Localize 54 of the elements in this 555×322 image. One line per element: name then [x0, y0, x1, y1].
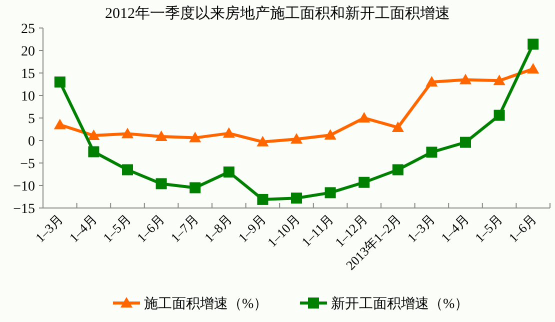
- x-tick-label: 1–4月: [438, 212, 472, 246]
- chart-title: 2012年一季度以来房地产施工面积和新开工面积增速: [105, 5, 450, 22]
- point: [54, 76, 66, 88]
- point: [358, 176, 370, 188]
- point: [291, 192, 302, 204]
- point: [122, 164, 133, 176]
- y-tick-label: 0: [28, 134, 35, 150]
- point: [257, 194, 268, 205]
- point: [88, 146, 100, 158]
- y-tick-label: 5: [28, 112, 35, 127]
- point: [189, 132, 202, 142]
- point: [324, 187, 336, 198]
- point: [392, 121, 404, 132]
- y-tick-label: 20: [21, 44, 35, 60]
- point: [223, 166, 234, 178]
- x-tick-label: 1–3月: [404, 212, 438, 246]
- point: [528, 38, 539, 50]
- point: [460, 136, 471, 148]
- y-tick-label: 15: [21, 67, 35, 82]
- point: [460, 74, 472, 84]
- point: [290, 133, 302, 144]
- point: [358, 112, 370, 122]
- point: [190, 182, 201, 194]
- point: [392, 164, 404, 176]
- point: [527, 62, 540, 74]
- y-tick-label: −15: [13, 202, 35, 217]
- y-tick-label: −5: [20, 157, 35, 172]
- x-tick-label: 1–4月: [66, 212, 100, 246]
- x-tick-label: 1–7月: [168, 212, 202, 246]
- y-tick-label: 25: [21, 22, 35, 37]
- point: [122, 128, 134, 138]
- x-tick-label: 1–5月: [472, 212, 506, 246]
- point: [494, 110, 505, 121]
- x-tick-label: 1–5月: [100, 212, 134, 246]
- x-tick-label: 1–6月: [506, 212, 540, 246]
- legend-label: 新开工面积增速（%）: [331, 296, 469, 312]
- point: [155, 130, 168, 141]
- point: [88, 130, 100, 140]
- x-tick-label: 1–3月: [32, 212, 66, 246]
- x-tick-label: 1–11月: [298, 212, 336, 250]
- y-tick-label: −10: [13, 180, 35, 194]
- y-tick-label: 10: [21, 90, 35, 104]
- point: [156, 178, 167, 190]
- point: [426, 76, 438, 86]
- point: [54, 118, 66, 130]
- x-tick-label: 1–6月: [134, 212, 168, 246]
- point: [256, 136, 269, 146]
- point: [426, 146, 438, 158]
- point: [493, 74, 506, 86]
- x-tick-label: 1–9月: [235, 212, 269, 246]
- point: [222, 127, 235, 138]
- x-tick-label: 1–8月: [201, 212, 236, 246]
- legend-label: 施工面积增速（%）: [144, 296, 268, 312]
- point: [324, 129, 336, 140]
